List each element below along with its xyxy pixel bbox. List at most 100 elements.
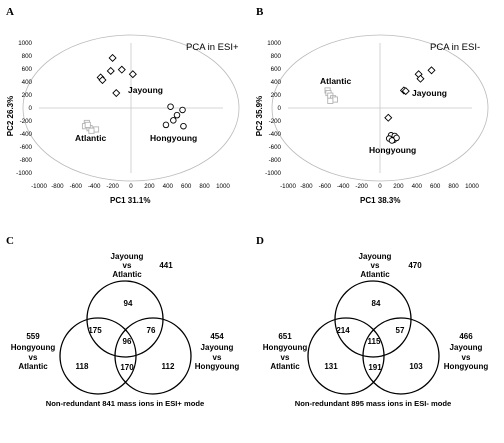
y-tick-label: 800 <box>22 53 33 60</box>
set-top-line-2: vs <box>123 261 132 270</box>
y-tick-label: 0 <box>29 105 33 112</box>
set-left-line-2: vs <box>29 353 38 362</box>
set-right-line-1: Jayoung <box>201 343 234 352</box>
pca-plot-esi-negative: PCA in ESI- PC1 38.3% PC2 35.9% Jayoung … <box>255 34 489 205</box>
point-hongyoung <box>173 111 181 119</box>
set-left-total: 559 <box>26 332 40 341</box>
y-tick-label: -1000 <box>16 170 32 177</box>
y-tick-label: -1000 <box>265 170 281 177</box>
point-atlantic <box>327 97 334 104</box>
group-label-hongyoung: Hongyoung <box>369 145 416 155</box>
venn-circle-right <box>362 317 440 395</box>
point-atlantic <box>84 121 91 128</box>
y-tick-label: 0 <box>278 105 282 112</box>
set-left-line-1: Hongyoung <box>11 343 56 352</box>
y-axis-label: PC2 35.9% <box>255 96 264 136</box>
x-tick-label: 600 <box>430 183 441 190</box>
y-tick-label: 200 <box>22 92 33 99</box>
point-jayoung <box>106 66 115 75</box>
x-tick-label: 600 <box>181 183 192 190</box>
venn-caption: Non-redundant 841 mass ions in ESI+ mode <box>46 399 204 408</box>
set-right-line-3: Hongyoung <box>444 362 489 371</box>
set-top-line-1: Jayoung <box>111 252 144 261</box>
y-tick-label: 400 <box>22 79 33 86</box>
point-jayoung <box>416 74 425 83</box>
x-tick-label: -800 <box>300 183 313 190</box>
region-top-only: 94 <box>124 299 133 308</box>
venn-diagram-esi-negative: Jayoung vs Atlantic 470 651 Hongyoung vs… <box>263 252 489 408</box>
point-hongyoung <box>180 122 187 130</box>
x-tick-label: -400 <box>337 183 350 190</box>
x-tick-label: 200 <box>144 183 155 190</box>
x-tick-label: 400 <box>163 183 174 190</box>
group-label-atlantic: Atlantic <box>75 133 106 143</box>
panel-letter-b: B <box>256 6 264 18</box>
point-hongyoung <box>170 117 177 124</box>
point-hongyoung <box>167 103 174 110</box>
chart-title: PCA in ESI- <box>430 42 480 53</box>
y-tick-label: 400 <box>271 79 282 86</box>
set-top-total: 470 <box>408 261 422 270</box>
group-label-jayoung: Jayoung <box>128 85 163 95</box>
region-left-only: 118 <box>76 362 89 371</box>
y-tick-label: 600 <box>271 66 282 73</box>
venn-diagram-esi-positive: Jayoung vs Atlantic 441 559 Hongyoung vs… <box>11 252 240 408</box>
point-hongyoung <box>179 106 186 114</box>
point-atlantic <box>88 127 95 134</box>
set-top-line-3: Atlantic <box>112 270 142 279</box>
y-tick-label: -600 <box>20 144 33 151</box>
x-tick-label: 0 <box>129 183 133 190</box>
region-top-left: 175 <box>88 326 102 335</box>
set-left-line-3: Atlantic <box>270 362 300 371</box>
x-tick-label: 1000 <box>465 183 479 190</box>
region-top-only: 84 <box>372 299 381 308</box>
set-right-line-2: vs <box>462 353 471 362</box>
set-left-line-2: vs <box>281 353 290 362</box>
region-all: 96 <box>123 337 132 346</box>
x-axis-label: PC1 38.3% <box>360 196 400 205</box>
set-right-total: 466 <box>459 332 473 341</box>
point-jayoung <box>108 53 117 62</box>
x-tick-label: -1000 <box>31 183 47 190</box>
y-tick-label: -800 <box>269 157 282 164</box>
region-left-only: 131 <box>324 362 338 371</box>
point-jayoung <box>117 65 126 74</box>
set-left-line-3: Atlantic <box>18 362 48 371</box>
x-tick-label: 800 <box>448 183 459 190</box>
venn-circle-left <box>59 317 137 395</box>
region-right-only: 112 <box>162 362 175 371</box>
y-axis-label: PC2 26.3% <box>6 96 15 136</box>
y-tick-label: -400 <box>20 131 33 138</box>
panel-letter-d: D <box>256 235 264 247</box>
region-left-right: 191 <box>368 363 382 372</box>
group-label-atlantic: Atlantic <box>320 76 351 86</box>
region-top-left: 214 <box>336 326 350 335</box>
x-tick-label: -400 <box>88 183 101 190</box>
x-tick-label: -1000 <box>280 183 296 190</box>
pca-plot-esi-positive: PCA in ESI+ PC1 31.1% PC2 26.3% Jayoung … <box>6 34 240 205</box>
x-tick-label: 1000 <box>216 183 230 190</box>
venn-circle-left <box>307 317 385 395</box>
point-unlabeled <box>384 113 393 122</box>
x-tick-label: -600 <box>319 183 332 190</box>
region-top-right: 76 <box>147 326 156 335</box>
set-right-line-2: vs <box>213 353 222 362</box>
y-tick-label: -800 <box>20 157 33 164</box>
panel-letter-a: A <box>6 6 14 18</box>
set-left-line-1: Hongyoung <box>263 343 308 352</box>
y-tick-label: -600 <box>269 144 282 151</box>
chart-title: PCA in ESI+ <box>186 42 239 53</box>
point-hongyoung <box>388 137 396 144</box>
set-right-total: 454 <box>210 332 224 341</box>
group-label-jayoung: Jayoung <box>412 88 447 98</box>
point-hongyoung <box>162 121 170 129</box>
set-top-total: 441 <box>159 261 173 270</box>
y-tick-label: 1000 <box>267 40 281 47</box>
x-axis-label: PC1 31.1% <box>110 196 150 205</box>
x-tick-label: -200 <box>106 183 119 190</box>
region-right-only: 103 <box>409 362 423 371</box>
y-tick-label: 800 <box>271 53 282 60</box>
region-top-right: 57 <box>396 326 405 335</box>
group-label-hongyoung: Hongyoung <box>150 133 197 143</box>
